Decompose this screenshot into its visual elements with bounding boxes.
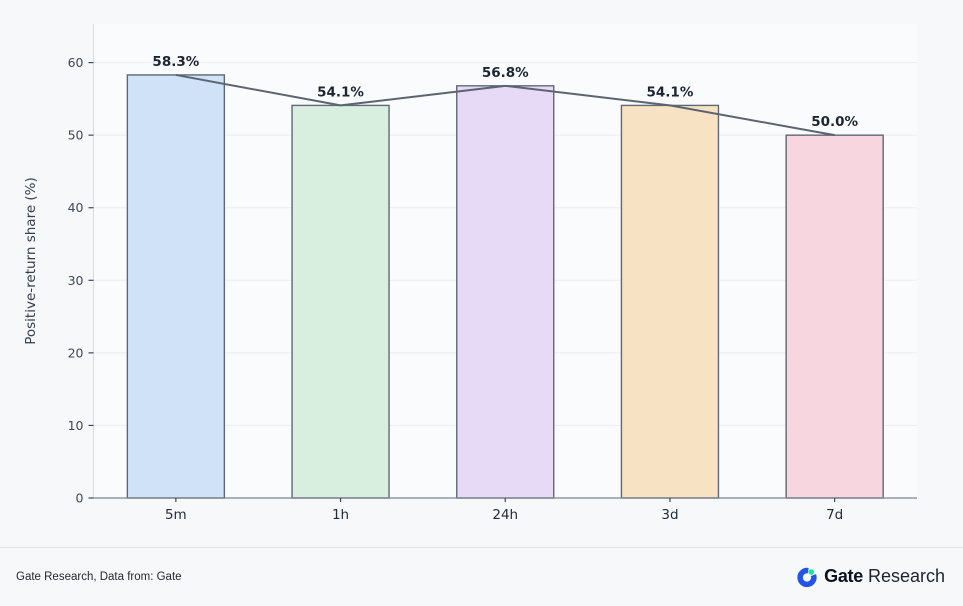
- x-tick-label-24h: 24h: [492, 507, 518, 523]
- positive-return-share-chart: 0 10 20 30 40 50 60 5m 1h 24h 3d 7d 58.3% 54.1% 56.8% 5…: [23, 24, 917, 523]
- brand-name-regular: Research: [867, 566, 945, 586]
- trend-line: [175, 73, 835, 137]
- bar-5m: [126, 74, 226, 499]
- gate-logo-ring: [797, 567, 817, 587]
- bar-chart-canvas: 0 10 20 30 40 50 60 5m 1h 24h 3d 7d 58.3% 54.1% 56.8% 5…: [23, 24, 917, 523]
- source-attribution-text: Gate Research, Data from: Gate: [16, 570, 182, 583]
- bar-value-label-3d: 54.1%: [647, 84, 694, 100]
- x-tick-label-5m: 5m: [165, 507, 187, 523]
- gate-research-logo: Gate Research: [796, 566, 945, 588]
- bar-3d: [620, 104, 720, 499]
- x-tick-label-3d: 3d: [661, 507, 678, 523]
- y-axis-title: Positive-return share (%): [23, 177, 39, 345]
- y-tick-label-10: 10: [68, 418, 84, 433]
- y-tick-label-30: 30: [68, 273, 84, 288]
- y-tick-label-40: 40: [68, 200, 84, 215]
- x-tick-label-1h: 1h: [332, 507, 349, 523]
- bar-value-label-5m: 58.3%: [152, 54, 199, 70]
- bar-value-label-7d: 50.0%: [811, 114, 858, 130]
- y-tick-label-60: 60: [68, 55, 84, 70]
- gate-logo-green-dot: [808, 568, 815, 575]
- y-tick-label-20: 20: [68, 345, 84, 360]
- x-tick-label-7d: 7d: [826, 507, 843, 523]
- bar-24h: [456, 85, 555, 499]
- bar-value-label-1h: 54.1%: [317, 84, 364, 100]
- footer: Gate Research, Data from: Gate Gate Rese…: [0, 547, 963, 605]
- bar-7d: [785, 134, 884, 499]
- bar-1h: [291, 104, 390, 499]
- y-tick-label-0: 0: [76, 491, 84, 506]
- bar-value-label-24h: 56.8%: [482, 65, 529, 81]
- gate-logo-icon: [797, 567, 817, 587]
- brand-name-bold: Gate: [824, 566, 863, 586]
- y-tick-label-50: 50: [68, 128, 84, 143]
